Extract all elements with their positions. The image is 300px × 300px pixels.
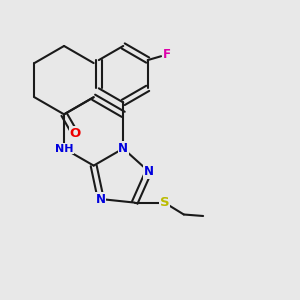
Text: N: N <box>144 165 154 178</box>
Text: F: F <box>163 48 171 61</box>
Text: N: N <box>96 193 106 206</box>
Text: O: O <box>70 127 81 140</box>
Text: S: S <box>160 196 169 209</box>
Text: N: N <box>118 142 128 155</box>
Text: NH: NH <box>55 143 73 154</box>
